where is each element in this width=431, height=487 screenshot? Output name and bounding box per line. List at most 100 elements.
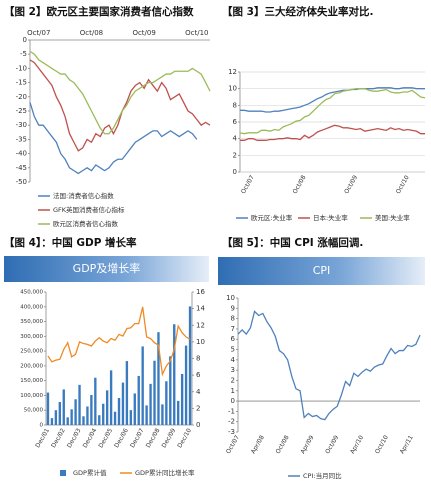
y-tick-label: 12 — [228, 68, 237, 76]
y-tick-label: 2 — [233, 151, 237, 159]
bar — [121, 382, 125, 425]
legend-label: 欧元区:失业率 — [251, 213, 293, 222]
header-band — [218, 257, 425, 285]
y-tick-label: 8 — [233, 101, 237, 109]
x-tick-label: Dec/03 — [66, 427, 83, 449]
bar — [50, 418, 54, 425]
data-line — [29, 102, 198, 175]
data-line — [29, 50, 211, 135]
y-tick-label: -45 — [16, 164, 27, 172]
y-tick-label: 10 — [228, 85, 237, 93]
bar — [82, 416, 85, 425]
data-line — [29, 59, 211, 152]
bar — [180, 373, 184, 425]
legend-label: GDP累计同比增长率 — [135, 468, 195, 477]
y2-tick-label: 16 — [196, 288, 205, 296]
x-tick-label: Oct/07 — [225, 434, 241, 455]
y-tick-label: 6 — [231, 335, 236, 343]
legend-label: GFK英国消费者信心指标 — [53, 205, 125, 214]
bar — [145, 405, 148, 425]
x-tick-label: Apr/09 — [299, 434, 315, 455]
y-tick-label: 4 — [231, 356, 236, 364]
bar — [169, 356, 172, 425]
chart-panel: 【图 3】三大经济体失业率对比. 0 2 4 6 8 10 12 Oct/07 Oct/08 Oct… — [222, 5, 426, 222]
y-tick-label: 10 — [226, 294, 235, 302]
bar — [105, 390, 109, 425]
y2-tick-label: 10 — [196, 338, 205, 346]
bar — [109, 370, 113, 425]
bar — [157, 332, 160, 425]
legend-label: 日本:失业率 — [313, 213, 348, 222]
y2-tick-label: 6 — [196, 371, 201, 379]
bar — [165, 381, 168, 425]
x-tick-label: Apr/08 — [250, 434, 266, 455]
x-tick-label: Oct/09 — [132, 29, 155, 37]
y2-tick-label: 14 — [196, 305, 205, 313]
y-tick-label: -20 — [16, 93, 27, 101]
y-tick-label: 200,000 — [20, 363, 43, 369]
y-tick-label: -1 — [228, 407, 235, 415]
x-tick-label: Oct/07 — [27, 29, 50, 37]
x-tick-label: Dec/09 — [161, 427, 178, 449]
y-tick-label: 150,000 — [20, 378, 43, 384]
x-tick-label: Dec/10 — [176, 427, 193, 449]
legend-label: 法国:消费者信心指数 — [53, 191, 114, 200]
bar — [149, 383, 152, 425]
bar — [74, 399, 77, 425]
bar — [94, 377, 97, 425]
y-tick-label: -40 — [16, 150, 27, 158]
y-tick-label: 6 — [233, 118, 238, 126]
bar — [153, 360, 156, 425]
x-tick-label: Oct/09 — [343, 174, 359, 195]
x-tick-label: Dec/01 — [34, 427, 51, 449]
x-tick-label: Oct/09 — [324, 434, 340, 455]
y2-tick-label: 2 — [196, 404, 200, 412]
y-tick-label: -50 — [16, 178, 27, 186]
y-tick-label: 5 — [231, 346, 235, 354]
y-tick-label: 0 — [231, 397, 235, 405]
chart-title: 【图 4】：中国 GDP 增长率 — [4, 236, 137, 249]
y2-tick-label: 4 — [196, 388, 201, 396]
y-tick-label: 1 — [231, 387, 235, 395]
y-tick-label: 0 — [40, 423, 44, 429]
bar — [177, 400, 180, 425]
y-tick-label: -35 — [16, 135, 27, 143]
x-tick-label: Oct/08 — [275, 434, 291, 455]
legend-label: 美国:失业率 — [375, 213, 410, 222]
legend-swatch — [60, 470, 66, 476]
y-tick-label: 250,000 — [20, 349, 43, 355]
bar — [70, 409, 73, 425]
bar — [98, 415, 101, 425]
data-line — [239, 88, 426, 135]
legend-label: GDP累计值 — [73, 468, 107, 477]
bar — [113, 411, 117, 425]
data-line — [240, 87, 425, 113]
x-tick-label: Oct/10 — [185, 29, 208, 37]
bar — [58, 402, 61, 425]
x-tick-label: Oct/08 — [80, 29, 103, 37]
chart-panel: 【图 5】：中国 CPI 涨幅回调. CPI -3 -2 -1 0 1 2 3 4 5 6 7 8 9 10 O… — [218, 236, 425, 480]
y-tick-label: -2 — [228, 418, 235, 426]
header-band — [4, 256, 209, 282]
x-tick-label: Oct/10 — [374, 434, 390, 455]
chart-panel: 【图 2】欧元区主要国家消费者信心指数 0 -5 -10 -15 -20 -25 -30 -35… — [4, 5, 211, 228]
y-tick-label: 450,000 — [20, 290, 43, 296]
y-tick-label: 100,000 — [20, 393, 43, 399]
bar — [46, 392, 50, 425]
bar — [161, 404, 164, 425]
y-tick-label: 8 — [231, 315, 235, 323]
y-tick-label: 350,000 — [20, 319, 43, 325]
bar — [137, 375, 140, 425]
bar — [173, 324, 176, 425]
x-tick-label: Oct/08 — [291, 174, 307, 195]
x-tick-label: Apr/10 — [349, 434, 365, 455]
chart-subtitle: GDP及增长率 — [73, 261, 141, 275]
chart-title: 【图 3】三大经济体失业率对比. — [222, 5, 373, 18]
y2-tick-label: 12 — [196, 321, 205, 329]
legend-label: 欧元区消费者信心指数 — [53, 219, 119, 228]
y-tick-label: 0 — [233, 168, 237, 176]
y-tick-label: -25 — [16, 107, 27, 115]
x-tick-label: Apr/11 — [399, 434, 415, 455]
bar — [90, 394, 93, 425]
bar — [86, 406, 89, 425]
